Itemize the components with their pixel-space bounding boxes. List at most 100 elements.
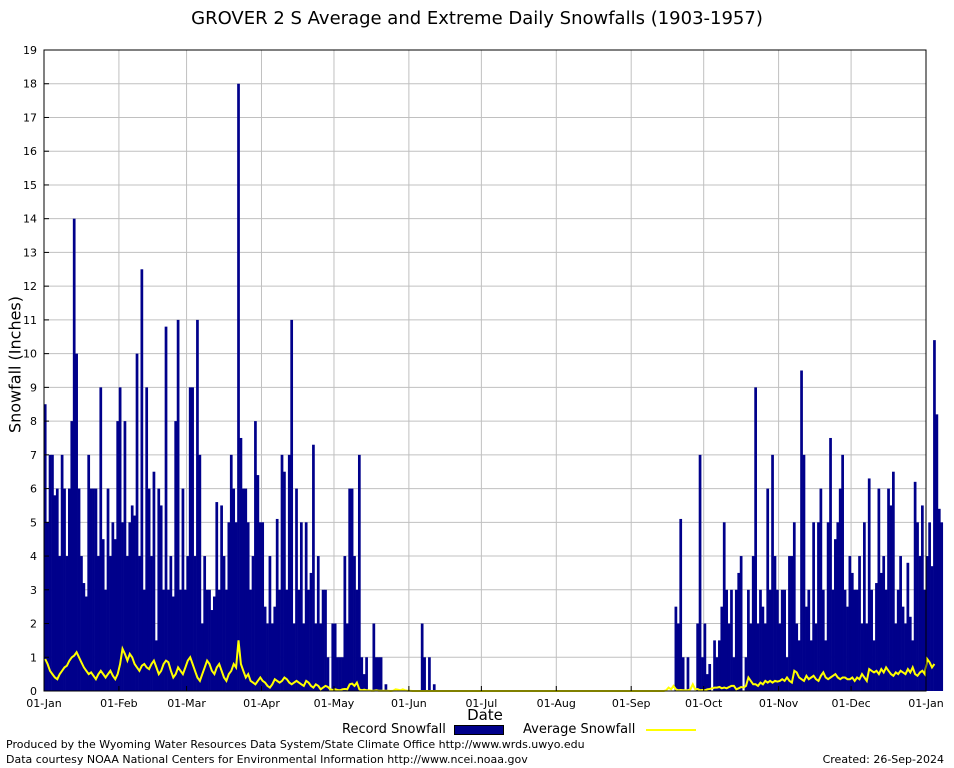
- record-bar: [48, 454, 52, 691]
- record-bar: [43, 404, 47, 691]
- record-bar: [896, 589, 900, 691]
- record-bar: [205, 589, 209, 691]
- record-bar: [130, 505, 134, 691]
- record-bar: [780, 589, 784, 691]
- footer-created: Created: 26-Sep-2024: [822, 753, 944, 766]
- record-bar: [744, 657, 748, 691]
- record-bar: [930, 566, 934, 691]
- record-bar: [307, 589, 310, 691]
- record-bar: [220, 505, 223, 691]
- record-bar: [234, 522, 238, 691]
- footer-produced-by: Produced by the Wyoming Water Resources …: [6, 738, 585, 751]
- record-bar: [70, 421, 74, 691]
- record-bar: [297, 589, 301, 691]
- record-bar: [720, 606, 724, 691]
- record-bar: [734, 589, 738, 691]
- record-bar: [894, 623, 898, 691]
- record-bar: [106, 488, 110, 691]
- record-bar: [343, 556, 347, 691]
- record-bar: [679, 518, 683, 691]
- record-bar: [287, 454, 291, 691]
- record-bar: [809, 640, 813, 691]
- record-bar: [249, 589, 252, 691]
- x-tick-label: 01-Mar: [167, 697, 206, 710]
- record-bar: [244, 488, 248, 691]
- record-bar: [215, 502, 219, 691]
- record-bar: [860, 623, 864, 691]
- y-tick-label: 1: [30, 651, 37, 664]
- y-tick-label: 17: [23, 111, 37, 124]
- record-bar: [819, 488, 823, 691]
- record-bar: [834, 539, 837, 691]
- record-bar: [674, 606, 678, 691]
- record-bar: [850, 572, 854, 691]
- record-bar: [686, 657, 690, 691]
- x-tick-label: 01-Dec: [831, 697, 870, 710]
- legend-average-swatch: [645, 728, 696, 731]
- record-bar: [145, 387, 149, 691]
- record-bar: [109, 556, 112, 691]
- record-bar: [68, 488, 71, 691]
- record-bar: [681, 657, 685, 691]
- record-bar: [304, 522, 308, 691]
- record-bar: [87, 454, 91, 691]
- record-bar: [191, 387, 194, 691]
- record-bar: [331, 623, 335, 691]
- record-bar: [140, 269, 144, 691]
- record-bar: [892, 471, 895, 691]
- record-bar: [167, 589, 170, 691]
- record-bar: [94, 488, 98, 691]
- record-bar: [879, 572, 883, 691]
- record-bar: [778, 623, 782, 691]
- record-bar: [817, 522, 820, 691]
- record-bar: [807, 589, 811, 691]
- record-bar: [208, 589, 211, 691]
- record-bar: [362, 674, 366, 691]
- record-bar: [771, 454, 774, 691]
- record-bar: [374, 657, 378, 691]
- record-bar: [703, 623, 707, 691]
- record-bar: [377, 657, 381, 691]
- y-tick-label: 9: [30, 381, 37, 394]
- record-bar: [295, 488, 298, 691]
- y-tick-label: 10: [23, 348, 37, 361]
- x-tick-label: 01-Jul: [465, 697, 497, 710]
- record-bar: [116, 421, 120, 691]
- record-bar: [292, 623, 296, 691]
- record-bar: [785, 657, 789, 691]
- x-tick-label: 01-Oct: [685, 697, 723, 710]
- record-bar: [183, 589, 187, 691]
- record-bar: [196, 319, 199, 691]
- record-bar: [280, 454, 284, 691]
- record-snowfall-bars: [43, 83, 944, 692]
- record-bar: [251, 556, 255, 691]
- record-bar: [89, 488, 93, 691]
- record-bar: [227, 522, 231, 691]
- record-bar: [350, 488, 354, 691]
- record-bar: [727, 623, 731, 691]
- y-tick-label: 8: [30, 415, 37, 428]
- record-bar: [128, 522, 132, 691]
- record-bar: [824, 640, 828, 691]
- record-bar: [848, 556, 852, 691]
- footer-data-courtesy: Data courtesy NOAA National Centers for …: [6, 753, 528, 766]
- legend-record-swatch: [454, 724, 505, 735]
- record-bar: [761, 606, 765, 691]
- y-tick-label: 18: [23, 78, 37, 91]
- record-bar: [795, 623, 799, 691]
- record-bar: [55, 488, 59, 691]
- record-bar: [696, 623, 699, 691]
- record-bar: [379, 657, 383, 691]
- record-bar: [150, 556, 153, 691]
- record-bar: [715, 657, 719, 691]
- record-bar: [314, 623, 318, 691]
- record-bar: [142, 589, 146, 691]
- record-bar: [268, 556, 272, 691]
- record-bar: [181, 488, 185, 691]
- record-bar: [75, 353, 78, 691]
- record-bar: [365, 657, 368, 691]
- record-bar: [836, 522, 840, 691]
- record-bar: [176, 319, 180, 691]
- chart-title: GROVER 2 S Average and Extreme Daily Sno…: [191, 8, 763, 29]
- x-tick-label: 01-Aug: [537, 697, 576, 710]
